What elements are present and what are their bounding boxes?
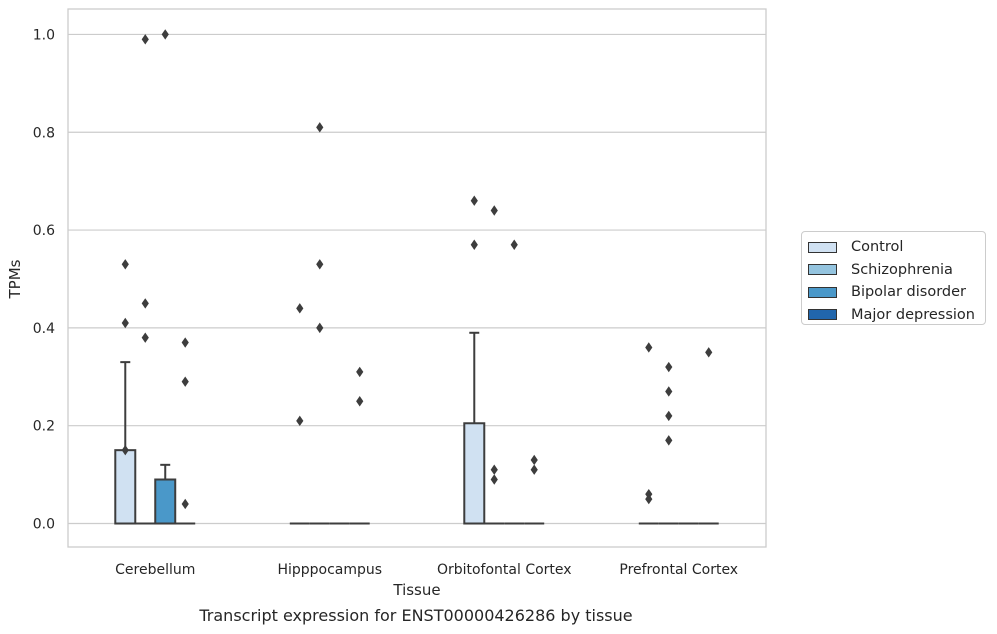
outlier-point xyxy=(296,303,304,314)
outlier-point xyxy=(181,376,189,387)
legend-item-bipolar-disorder: Bipolar disorder xyxy=(808,281,985,304)
outlier-point xyxy=(490,205,498,216)
legend-item-major-depression: Major depression xyxy=(808,304,985,327)
box-schizophrenia-orbitofontal-cortex xyxy=(484,205,505,525)
legend-label-control: Control xyxy=(851,239,904,256)
box-major-depression-orbitofontal-cortex xyxy=(524,454,545,525)
chart-caption: Transcript expression for ENST0000042628… xyxy=(199,606,633,625)
outlier-point xyxy=(490,474,498,485)
y-tick-label: 0.0 xyxy=(33,517,55,533)
outlier-point xyxy=(121,444,129,456)
x-tick-label: Cerebellum xyxy=(115,562,195,578)
outlier-point xyxy=(316,122,324,133)
outlier-point xyxy=(530,454,538,466)
outlier-point xyxy=(510,239,518,250)
box-major-depression-prefrontal-cortex xyxy=(698,347,719,525)
legend-label-bipolar-disorder: Bipolar disorder xyxy=(851,284,966,301)
box-plot-marks xyxy=(114,29,719,525)
legend-swatch-control xyxy=(808,241,837,253)
chart-legend: Control Schizophrenia Bipolar disorder M… xyxy=(801,231,986,325)
box-major-depression-hipppocampus xyxy=(349,366,370,525)
box-schizophrenia-cerebellum xyxy=(135,34,156,525)
outlier-point xyxy=(356,366,364,378)
legend-swatch-bipolar-disorder xyxy=(808,286,837,298)
legend-item-schizophrenia: Schizophrenia xyxy=(808,259,985,282)
legend-swatch-major-depression xyxy=(808,309,837,321)
box-control-hipppocampus xyxy=(289,303,310,525)
outlier-point xyxy=(665,361,673,373)
outlier-point xyxy=(665,410,673,422)
x-axis-label: Tissue xyxy=(392,581,440,599)
box-body xyxy=(154,478,177,525)
x-tick-label: Prefrontal Cortex xyxy=(619,562,738,578)
outlier-point xyxy=(356,396,364,407)
outlier-point xyxy=(296,415,304,427)
outlier-point xyxy=(470,195,478,206)
y-tick-label: 0.6 xyxy=(33,223,55,239)
box-major-depression-cerebellum xyxy=(175,337,196,525)
outlier-point xyxy=(181,498,189,510)
outlier-point xyxy=(665,386,673,397)
box-body xyxy=(114,449,137,525)
outlier-point xyxy=(161,29,169,40)
y-axis-label: TPMs xyxy=(6,259,24,299)
y-tick-label: 0.2 xyxy=(33,419,55,435)
legend-swatch-schizophrenia xyxy=(808,264,837,276)
y-tick-labels: 0.0 0.2 0.4 0.6 0.8 1.0 xyxy=(33,27,55,532)
outlier-point xyxy=(316,259,324,270)
outlier-point xyxy=(316,322,324,334)
outlier-point xyxy=(645,342,653,353)
legend-item-control: Control xyxy=(808,236,985,259)
box-bipolar-disorder-orbitofontal-cortex xyxy=(504,239,525,525)
outlier-point xyxy=(141,332,149,343)
box-body xyxy=(463,422,486,525)
grid-lines xyxy=(68,33,766,525)
outlier-point xyxy=(121,259,129,270)
outlier-point xyxy=(665,435,673,446)
x-tick-labels: Cerebellum Hipppocampus Orbitofontal Corte… xyxy=(115,562,738,578)
box-control-cerebellum xyxy=(114,259,137,525)
outlier-point xyxy=(141,298,149,309)
outlier-point xyxy=(490,464,498,475)
outlier-point xyxy=(645,493,653,505)
y-tick-label: 0.8 xyxy=(33,125,55,141)
y-tick-label: 0.4 xyxy=(33,321,55,337)
outlier-point xyxy=(121,317,129,329)
box-bipolar-disorder-cerebellum xyxy=(154,29,177,525)
x-tick-label: Orbitofontal Cortex xyxy=(437,562,572,578)
outlier-point xyxy=(181,337,189,348)
outlier-point xyxy=(530,464,538,475)
box-schizophrenia-prefrontal-cortex xyxy=(658,361,679,525)
legend-label-major-depression: Major depression xyxy=(851,306,975,323)
legend-label-schizophrenia: Schizophrenia xyxy=(851,261,953,278)
box-control-orbitofontal-cortex xyxy=(463,195,486,525)
x-tick-label: Hipppocampus xyxy=(277,562,382,578)
y-tick-label: 1.0 xyxy=(33,27,55,43)
outlier-point xyxy=(470,239,478,250)
box-control-prefrontal-cortex xyxy=(638,342,659,525)
plot-area-frame xyxy=(67,8,767,548)
outlier-point xyxy=(705,347,713,358)
outlier-point xyxy=(141,34,149,45)
box-schizophrenia-hipppocampus xyxy=(309,122,330,525)
